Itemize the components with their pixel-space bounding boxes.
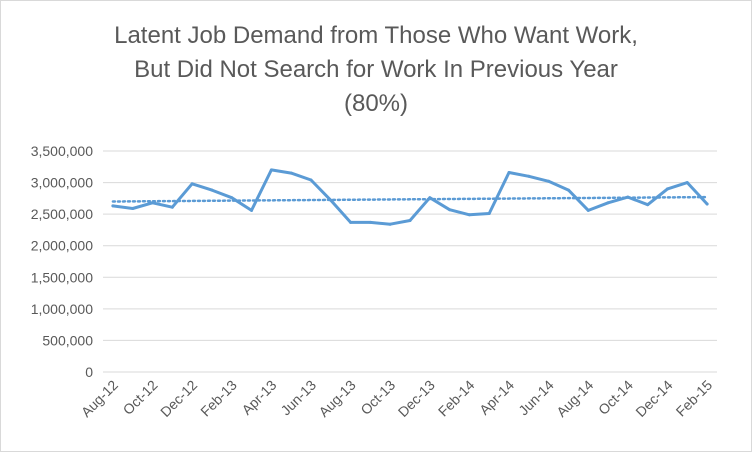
data-point bbox=[487, 212, 491, 216]
x-tick-label: Feb-14 bbox=[435, 377, 478, 420]
data-point bbox=[527, 174, 531, 178]
chart-title: Latent Job Demand from Those Who Want Wo… bbox=[1, 19, 751, 121]
x-tick-label: Feb-13 bbox=[197, 377, 240, 420]
data-point bbox=[131, 206, 135, 210]
data-point bbox=[269, 168, 273, 172]
x-tick-label: Oct-12 bbox=[120, 377, 161, 418]
data-point bbox=[210, 188, 214, 192]
data-point bbox=[665, 187, 669, 191]
y-tick-label: 500,000 bbox=[42, 332, 93, 348]
data-point bbox=[586, 208, 590, 212]
x-tick-label: Dec-12 bbox=[157, 377, 200, 420]
data-point bbox=[448, 208, 452, 212]
x-tick-label: Oct-13 bbox=[357, 377, 398, 418]
data-point bbox=[408, 218, 412, 222]
data-point bbox=[250, 208, 254, 212]
chart-title-line-1: Latent Job Demand from Those Who Want Wo… bbox=[114, 22, 638, 49]
x-tick-label: Dec-14 bbox=[632, 377, 675, 420]
y-tick-label: 0 bbox=[85, 364, 93, 380]
y-tick-label: 1,500,000 bbox=[31, 269, 93, 285]
x-tick-label: Feb-15 bbox=[673, 377, 716, 420]
data-point bbox=[547, 179, 551, 183]
data-point bbox=[388, 222, 392, 226]
y-tick-label: 3,000,000 bbox=[31, 175, 93, 191]
data-point bbox=[309, 178, 313, 182]
y-tick-label: 3,500,000 bbox=[31, 143, 93, 159]
x-tick-label: Aug-14 bbox=[553, 377, 596, 420]
chart-title-line-3: (80%) bbox=[343, 90, 409, 117]
x-tick-label: Dec-13 bbox=[395, 377, 438, 420]
data-point bbox=[646, 203, 650, 207]
x-tick-label: Aug-12 bbox=[78, 377, 121, 420]
data-point bbox=[230, 196, 234, 200]
data-point bbox=[507, 170, 511, 174]
x-tick-label: Apr-13 bbox=[238, 377, 279, 418]
data-point bbox=[111, 204, 115, 208]
x-tick-label: Jun-14 bbox=[515, 377, 557, 419]
data-point bbox=[705, 202, 709, 206]
data-point bbox=[368, 220, 372, 224]
data-point bbox=[170, 205, 174, 209]
x-tick-label: Aug-13 bbox=[315, 377, 358, 420]
data-point bbox=[289, 171, 293, 175]
chart-title-line-2: But Did Not Search for Work In Previous … bbox=[134, 56, 618, 83]
y-tick-label: 2,000,000 bbox=[31, 238, 93, 254]
data-point bbox=[606, 201, 610, 205]
y-tick-label: 2,500,000 bbox=[31, 206, 93, 222]
data-point bbox=[685, 181, 689, 185]
y-tick-label: 1,000,000 bbox=[31, 301, 93, 317]
data-point bbox=[349, 220, 353, 224]
data-point bbox=[190, 182, 194, 186]
x-tick-label: Apr-14 bbox=[476, 377, 517, 418]
x-tick-label: Jun-13 bbox=[278, 377, 320, 419]
x-tick-label: Oct-14 bbox=[595, 377, 636, 418]
data-point bbox=[566, 188, 570, 192]
data-point bbox=[467, 213, 471, 217]
trendline bbox=[111, 195, 709, 203]
